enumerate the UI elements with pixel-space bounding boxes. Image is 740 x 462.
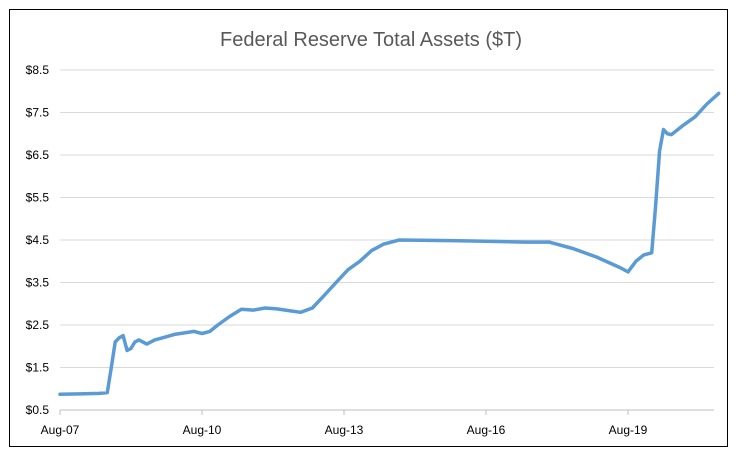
y-tick-label: $1.5 [26,361,50,375]
y-tick-label: $5.5 [26,191,50,205]
y-axis-ticks: $0.5 $1.5 $2.5 $3.5 $4.5 $5.5 $6.5 $7.5 $8.5 [26,63,50,417]
x-tick-label: Aug-07 [41,423,80,437]
x-tick-label: Aug-13 [325,423,364,437]
y-tick-label: $0.5 [26,403,50,417]
y-tick-label: $3.5 [26,276,50,290]
series-group [58,91,721,397]
gridlines [60,69,714,368]
series-line [58,91,721,397]
chart-title: Federal Reserve Total Assets ($T) [220,29,522,51]
x-tick-label: Aug-19 [609,423,648,437]
y-tick-label: $2.5 [26,318,50,332]
y-tick-label: $8.5 [26,63,50,77]
y-tick-label: $4.5 [26,233,50,247]
x-tick-label: Aug-16 [467,423,506,437]
x-axis-ticks: Aug-07 Aug-10 Aug-13 Aug-16 Aug-19 [41,410,648,437]
chart-frame [9,9,728,447]
y-tick-label: $7.5 [26,106,50,120]
x-tick-label: Aug-10 [183,423,222,437]
y-tick-label: $6.5 [26,148,50,162]
